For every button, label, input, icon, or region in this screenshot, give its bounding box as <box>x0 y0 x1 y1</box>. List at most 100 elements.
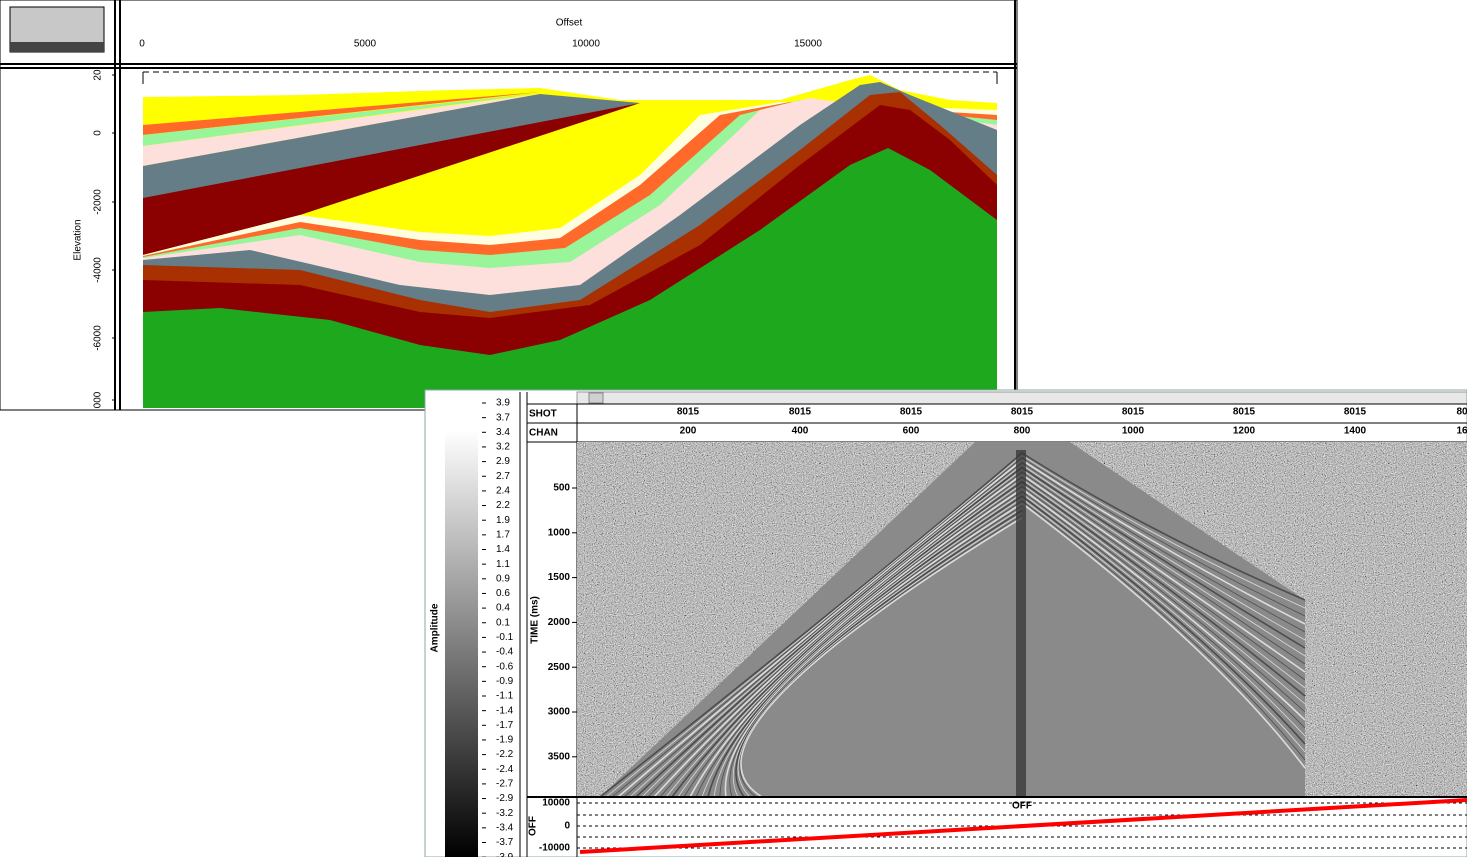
reflection <box>737 512 1023 798</box>
seismic-window: Amplitude TIME (ms) OFF OFF <box>424 389 1467 857</box>
reflection <box>683 486 1023 798</box>
x-tick-label: 5000 <box>354 39 377 50</box>
reflection <box>611 457 1023 798</box>
header-value: 8015 <box>789 407 812 418</box>
colorbar-tick-label: 0.6 <box>496 588 510 599</box>
colorbar-tick-label: -0.9 <box>496 676 514 687</box>
reflection <box>1021 476 1306 681</box>
geology-model <box>142 71 998 408</box>
colorbar-tick-label: 1.4 <box>496 544 510 555</box>
offset-tick-label: 10000 <box>542 798 570 809</box>
colorbar-tick-label: 1.1 <box>496 559 510 570</box>
colorbar-tick-label: 0.4 <box>496 603 510 614</box>
reflection <box>1021 457 1306 617</box>
reflection <box>617 459 1023 798</box>
reflection <box>1021 498 1306 753</box>
header-value: 8015 <box>677 407 700 418</box>
layer <box>143 148 997 408</box>
reflections <box>599 452 1306 798</box>
reflection <box>701 493 1023 798</box>
reflection <box>707 495 1023 798</box>
colorbar-tick-label: -3.4 <box>496 822 514 833</box>
colorbar-tick-label: -3.2 <box>496 808 514 819</box>
header-value: 16 <box>1456 426 1467 437</box>
colorbar-tick-label: -0.4 <box>496 647 514 658</box>
header-label: CHAN <box>529 428 558 439</box>
header-value: 1400 <box>1344 426 1367 437</box>
header-value: 8015 <box>1233 407 1256 418</box>
colorbar-tick-label: 3.7 <box>496 412 510 423</box>
y-tick-label: 000 <box>93 391 104 408</box>
time-tick-label: 500 <box>553 483 570 494</box>
layer <box>143 94 640 200</box>
reflection <box>659 476 1023 798</box>
colorbar-tick-label: 3.2 <box>496 442 510 453</box>
colorbar-tick-label: -2.2 <box>496 749 514 760</box>
header-value: 400 <box>792 426 809 437</box>
reflection <box>1021 469 1306 657</box>
header-label: SHOT <box>529 409 557 420</box>
colorbar-tick-label: -3.9 <box>496 852 514 857</box>
reflection <box>1021 488 1306 721</box>
reflection <box>599 452 1023 798</box>
reflection <box>689 488 1023 798</box>
time-tick-label: 3500 <box>548 751 571 762</box>
reflection <box>695 491 1023 798</box>
reflection <box>1021 479 1306 689</box>
y-tick-label: -4000 <box>93 257 104 283</box>
offset-curve <box>579 798 1467 854</box>
colorbar-label: Amplitude <box>430 603 441 652</box>
reflection <box>635 466 1023 798</box>
header-value: 8015 <box>1011 407 1034 418</box>
colorbar-tick-label: 0.1 <box>496 617 510 628</box>
colorbar-tick-label: 1.7 <box>496 529 510 540</box>
header-value: 8015 <box>900 407 923 418</box>
reflection <box>1021 471 1306 665</box>
reflection <box>740 517 1023 798</box>
colorbar-tick-label: 2.2 <box>496 500 510 511</box>
reflection <box>1021 481 1306 697</box>
colorbar-tick-label: -0.1 <box>496 632 514 643</box>
y-tick-label: 20 <box>93 69 104 81</box>
reflection <box>653 473 1023 798</box>
reflection <box>665 479 1023 798</box>
colorbar-tick-label: -1.9 <box>496 735 514 746</box>
offset-tick-label: -10000 <box>539 843 571 854</box>
colorbar-tick-label: -3.7 <box>496 837 514 848</box>
y-axis-label: Elevation <box>73 219 84 260</box>
time-tick-label: 3000 <box>548 707 571 718</box>
header-value: 1200 <box>1233 426 1256 437</box>
header-value: 200 <box>680 426 697 437</box>
x-tick-label: 10000 <box>572 39 600 50</box>
reflection <box>1021 486 1306 713</box>
reflection <box>1021 466 1306 649</box>
offset-track-label: OFF <box>528 816 539 836</box>
reflection <box>735 509 1023 798</box>
layer <box>143 103 640 255</box>
header-value: 600 <box>903 426 920 437</box>
header-value: 8015 <box>1344 407 1367 418</box>
header-value: 8015 <box>1122 407 1145 418</box>
near-trace <box>1016 450 1026 797</box>
reflection <box>713 498 1023 798</box>
colorbar-tick-label: -2.4 <box>496 764 514 775</box>
reflection <box>677 483 1023 798</box>
colorbar-tick-label: -1.7 <box>496 720 514 731</box>
offset-tick-label: 0 <box>564 821 570 832</box>
reflection <box>1021 452 1306 601</box>
scroll-thumb[interactable] <box>588 392 604 404</box>
header-value: 800 <box>1014 426 1031 437</box>
x-tick-label: 15000 <box>794 39 822 50</box>
reflection <box>1021 500 1306 761</box>
colorbar <box>445 430 478 857</box>
time-tick-label: 1000 <box>548 527 571 538</box>
time-axis-label: TIME (ms) <box>530 596 541 644</box>
model-window: Offset Elevation <box>0 0 1018 411</box>
scrollbar[interactable] <box>576 391 1467 405</box>
header-value: 1000 <box>1122 426 1145 437</box>
time-tick-label: 1500 <box>548 572 571 583</box>
layer <box>143 93 540 146</box>
reflection <box>1021 459 1306 625</box>
